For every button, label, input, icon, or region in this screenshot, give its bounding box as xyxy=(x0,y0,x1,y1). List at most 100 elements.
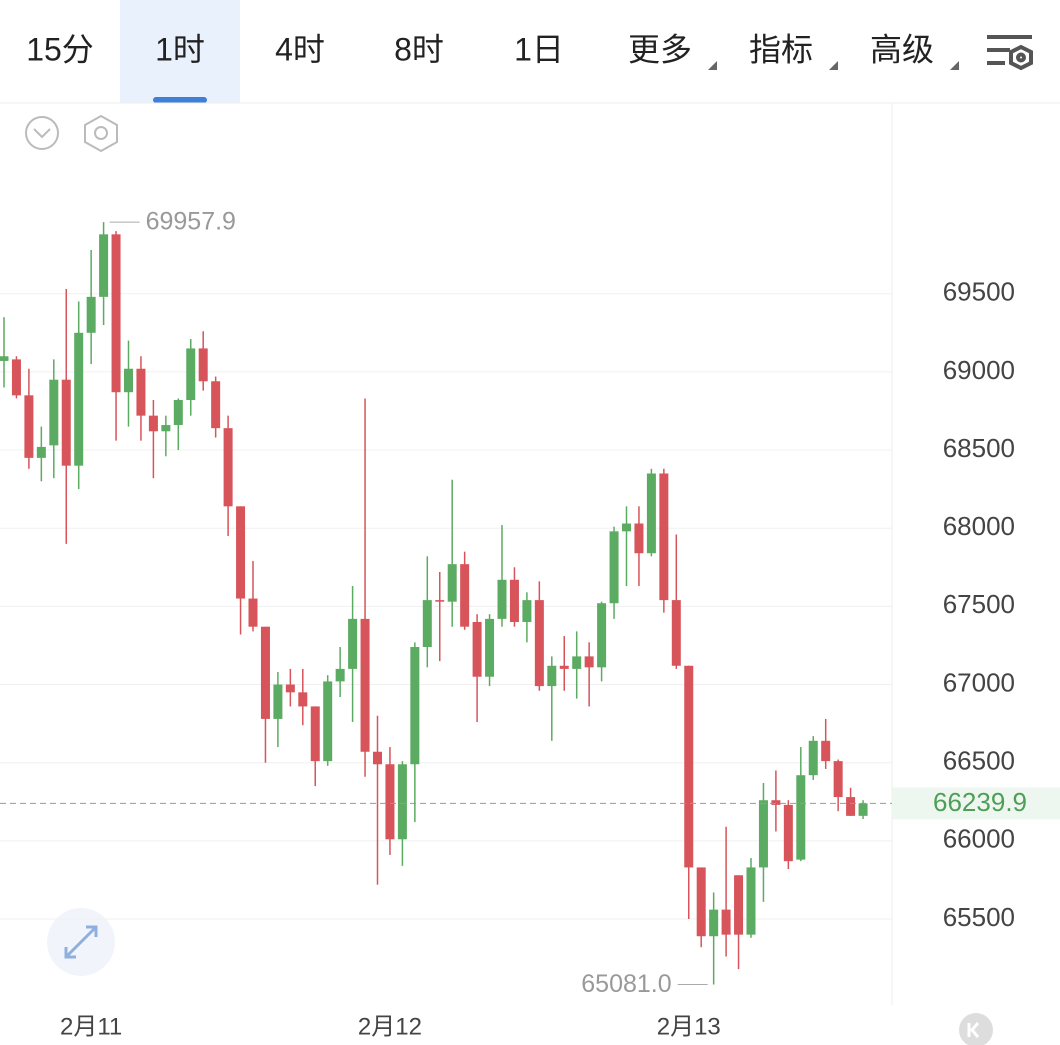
candle-body xyxy=(472,622,482,677)
candle-body xyxy=(597,603,607,668)
candle-body xyxy=(335,668,345,682)
y-tick-label: 69000 xyxy=(943,355,1015,385)
candle-body xyxy=(684,665,694,868)
tab[interactable]: 更多 xyxy=(628,31,692,67)
candle-body xyxy=(846,797,856,816)
y-tick-label: 66500 xyxy=(943,746,1015,776)
candle-body xyxy=(646,473,656,554)
y-tick-label: 65500 xyxy=(943,902,1015,932)
candle-body xyxy=(709,909,719,937)
candle-body xyxy=(783,804,793,862)
last-price-box xyxy=(892,787,1060,820)
candle-body xyxy=(298,692,308,707)
candle-body xyxy=(273,684,283,719)
y-tick-label: 67500 xyxy=(943,589,1015,619)
last-price-label: 66239.9 xyxy=(933,787,1027,817)
dropdown-caret xyxy=(950,61,959,70)
candle-body xyxy=(796,775,806,860)
candle-body xyxy=(410,647,420,765)
y-tick-label: 68500 xyxy=(943,433,1015,463)
candle-body xyxy=(771,800,781,805)
collapse-icon[interactable] xyxy=(25,116,59,150)
candle-body xyxy=(24,395,34,458)
x-tick-label: 2月12 xyxy=(358,1013,422,1040)
x-tick-label: 2月13 xyxy=(657,1013,721,1040)
candle-body xyxy=(124,368,133,393)
scroll-end-button[interactable] xyxy=(959,1013,993,1045)
candle-body xyxy=(622,523,631,532)
candle-body xyxy=(522,600,532,623)
y-tick-label: 67000 xyxy=(943,667,1015,697)
tab[interactable]: 高级 xyxy=(870,31,934,67)
candle-body xyxy=(211,381,221,429)
candle-body xyxy=(671,600,681,666)
tab[interactable]: 4时 xyxy=(275,31,325,67)
candle-body xyxy=(821,740,831,762)
candle-body xyxy=(198,348,208,382)
candle-body xyxy=(696,867,706,937)
tab[interactable]: 8时 xyxy=(394,31,444,67)
candle-body xyxy=(223,428,233,507)
tab[interactable]: 1日 xyxy=(514,31,564,67)
active-tab-indicator xyxy=(153,97,207,103)
tab[interactable]: 指标 xyxy=(749,31,813,67)
dropdown-caret xyxy=(829,61,838,70)
candle-body xyxy=(373,751,382,765)
candle-body xyxy=(746,867,756,935)
candle-body xyxy=(99,234,109,297)
candle-body xyxy=(447,564,457,602)
candle-body xyxy=(397,764,407,840)
candle-body xyxy=(248,598,258,627)
annotation-label: 65081.0 xyxy=(581,970,671,998)
candle-body xyxy=(422,600,432,648)
candle-body xyxy=(310,706,320,762)
candle-body xyxy=(460,564,470,627)
y-tick-label: 69500 xyxy=(943,277,1015,307)
candle-body xyxy=(385,764,395,840)
candle-body xyxy=(534,600,544,687)
candle-body xyxy=(734,875,744,935)
x-tick-label: 2月11 xyxy=(60,1013,122,1040)
candle-body xyxy=(86,296,96,333)
candle-body xyxy=(547,665,557,687)
candle-body xyxy=(858,803,868,816)
hex-icon[interactable] xyxy=(84,114,118,153)
candle-body xyxy=(148,415,158,432)
tab[interactable]: 1时 xyxy=(155,31,205,67)
y-tick-label: 66000 xyxy=(943,824,1015,854)
candle-body xyxy=(360,618,370,752)
candle-body xyxy=(485,618,495,677)
candle-body xyxy=(11,359,21,396)
candle-body xyxy=(161,425,171,432)
candle-body xyxy=(173,400,183,426)
candle-body xyxy=(49,379,59,446)
dropdown-caret xyxy=(708,61,717,70)
candle-body xyxy=(497,579,507,619)
candle-body xyxy=(323,681,333,762)
candle-body xyxy=(559,665,569,669)
candle-body xyxy=(509,579,519,623)
active-tab-bg xyxy=(120,0,240,103)
candle-body xyxy=(808,740,818,776)
y-tick-label: 68000 xyxy=(943,511,1015,541)
candle-body xyxy=(435,600,445,602)
tab[interactable]: 15分 xyxy=(26,31,94,67)
candle-body xyxy=(572,656,582,669)
plot: 65500 66000 66500 67000 67500 68000 68500 69000… xyxy=(0,208,1060,1040)
settings-icon[interactable] xyxy=(987,35,1033,71)
annotation-label: 69957.9 xyxy=(146,208,236,236)
candle-body xyxy=(659,473,669,601)
candle-body xyxy=(348,618,358,669)
candle-body xyxy=(609,531,619,604)
candle-body xyxy=(136,368,146,416)
candle-body xyxy=(236,506,246,599)
candle-body xyxy=(36,446,46,458)
candle-body xyxy=(74,332,84,466)
tab-bar: 15分 1时 4时 8时 1日 更多 指标 高级 xyxy=(26,0,959,103)
expand-button[interactable] xyxy=(47,908,115,976)
candle-body xyxy=(186,348,196,401)
candle-body xyxy=(285,684,295,693)
candle-body xyxy=(758,800,768,868)
